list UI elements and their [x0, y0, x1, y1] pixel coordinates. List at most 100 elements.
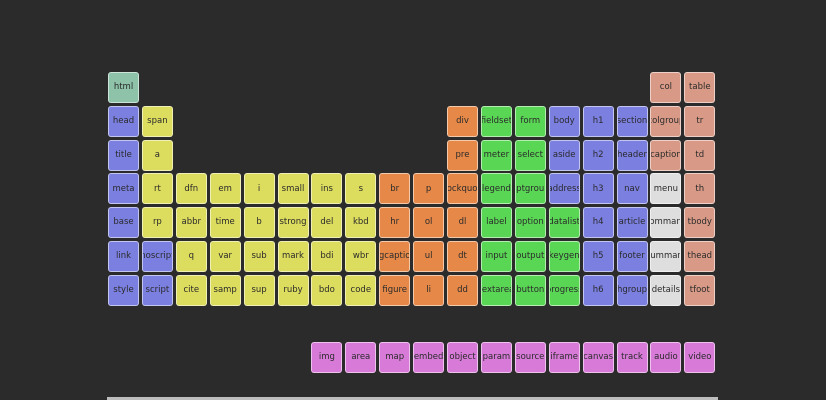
element-tile-noscript[interactable]: noscript — [141, 241, 173, 272]
element-tile-datalist[interactable]: datalist — [548, 207, 580, 239]
element-tile-sub[interactable]: sub — [243, 241, 275, 272]
element-tile-h4[interactable]: h4 — [582, 207, 614, 239]
element-tile-hr[interactable]: hr — [379, 207, 411, 239]
element-tile-cite[interactable]: cite — [175, 274, 207, 306]
element-tile-base[interactable]: base — [108, 207, 139, 239]
element-tile-i[interactable]: i — [243, 173, 275, 205]
element-tile-meta[interactable]: meta — [108, 173, 139, 205]
element-tile-colgroup[interactable]: colgroup — [650, 105, 682, 137]
element-tile-div[interactable]: div — [447, 105, 478, 137]
element-tile-script[interactable]: script — [141, 274, 173, 306]
element-tile-dfn[interactable]: dfn — [175, 173, 207, 205]
element-tile-table[interactable]: table — [684, 72, 716, 103]
element-tile-li[interactable]: li — [413, 274, 445, 306]
element-tile-option[interactable]: option — [514, 207, 546, 239]
element-tile-tr[interactable]: tr — [684, 105, 716, 137]
element-tile-footer[interactable]: footer — [616, 241, 648, 272]
element-tile-tfoot[interactable]: tfoot — [684, 274, 716, 306]
element-tile-aside[interactable]: aside — [548, 139, 580, 171]
element-tile-video[interactable]: video — [684, 342, 716, 373]
element-tile-canvas[interactable]: canvas — [582, 342, 614, 373]
element-tile-label[interactable]: label — [480, 207, 512, 239]
element-tile-code[interactable]: code — [345, 274, 377, 306]
element-tile-form[interactable]: form — [514, 105, 546, 137]
element-tile-hgroup[interactable]: hgroup — [616, 274, 648, 306]
element-tile-bdi[interactable]: bdi — [311, 241, 343, 272]
element-tile-article[interactable]: article — [616, 207, 648, 239]
element-tile-fieldset[interactable]: fieldset — [480, 105, 512, 137]
element-tile-nav[interactable]: nav — [616, 173, 648, 205]
element-tile-progress[interactable]: progress — [548, 274, 580, 306]
element-tile-ins[interactable]: ins — [311, 173, 343, 205]
element-tile-iframe[interactable]: iframe — [548, 342, 580, 373]
element-tile-var[interactable]: var — [209, 241, 241, 272]
element-tile-object[interactable]: object — [447, 342, 478, 373]
element-tile-body[interactable]: body — [548, 105, 580, 137]
element-tile-link[interactable]: link — [108, 241, 139, 272]
element-tile-a[interactable]: a — [141, 139, 173, 171]
element-tile-button[interactable]: button — [514, 274, 546, 306]
element-tile-mark[interactable]: mark — [277, 241, 309, 272]
element-tile-col[interactable]: col — [650, 72, 682, 103]
element-tile-summary[interactable]: summary — [650, 241, 682, 272]
element-tile-span[interactable]: span — [141, 105, 173, 137]
element-tile-s[interactable]: s — [345, 173, 377, 205]
element-tile-header[interactable]: header — [616, 139, 648, 171]
element-tile-th[interactable]: th — [684, 173, 716, 205]
element-tile-bdo[interactable]: bdo — [311, 274, 343, 306]
element-tile-sup[interactable]: sup — [243, 274, 275, 306]
element-tile-figcaption[interactable]: figcaption — [379, 241, 411, 272]
element-tile-style[interactable]: style — [108, 274, 139, 306]
element-tile-blockquote[interactable]: blockquote — [447, 173, 478, 205]
element-tile-details[interactable]: details — [650, 274, 682, 306]
element-tile-dt[interactable]: dt — [447, 241, 478, 272]
element-tile-h2[interactable]: h2 — [582, 139, 614, 171]
element-tile-track[interactable]: track — [616, 342, 648, 373]
element-tile-source[interactable]: source — [514, 342, 546, 373]
element-tile-dl[interactable]: dl — [447, 207, 478, 239]
element-tile-area[interactable]: area — [345, 342, 377, 373]
element-tile-pre[interactable]: pre — [447, 139, 478, 171]
element-tile-h1[interactable]: h1 — [582, 105, 614, 137]
element-tile-address[interactable]: address — [548, 173, 580, 205]
element-tile-rt[interactable]: rt — [141, 173, 173, 205]
element-tile-audio[interactable]: audio — [650, 342, 682, 373]
element-tile-td[interactable]: td — [684, 139, 716, 171]
element-tile-menu[interactable]: menu — [650, 173, 682, 205]
element-tile-time[interactable]: time — [209, 207, 241, 239]
element-tile-thead[interactable]: thead — [684, 241, 716, 272]
element-tile-meter[interactable]: meter — [480, 139, 512, 171]
element-tile-h3[interactable]: h3 — [582, 173, 614, 205]
element-tile-ruby[interactable]: ruby — [277, 274, 309, 306]
element-tile-em[interactable]: em — [209, 173, 241, 205]
element-tile-h5[interactable]: h5 — [582, 241, 614, 272]
element-tile-section[interactable]: section — [616, 105, 648, 137]
element-tile-h6[interactable]: h6 — [582, 274, 614, 306]
element-tile-wbr[interactable]: wbr — [345, 241, 377, 272]
element-tile-rp[interactable]: rp — [141, 207, 173, 239]
element-tile-b[interactable]: b — [243, 207, 275, 239]
element-tile-kbd[interactable]: kbd — [345, 207, 377, 239]
element-tile-strong[interactable]: strong — [277, 207, 309, 239]
element-tile-small[interactable]: small — [277, 173, 309, 205]
element-tile-br[interactable]: br — [379, 173, 411, 205]
element-tile-optgroup[interactable]: optgroup — [514, 173, 546, 205]
element-tile-dd[interactable]: dd — [447, 274, 478, 306]
element-tile-title[interactable]: title — [108, 139, 139, 171]
element-tile-command[interactable]: command — [650, 207, 682, 239]
element-tile-p[interactable]: p — [413, 173, 445, 205]
element-tile-ul[interactable]: ul — [413, 241, 445, 272]
element-tile-ol[interactable]: ol — [413, 207, 445, 239]
element-tile-tbody[interactable]: tbody — [684, 207, 716, 239]
element-tile-keygen[interactable]: keygen — [548, 241, 580, 272]
element-tile-figure[interactable]: figure — [379, 274, 411, 306]
element-tile-img[interactable]: img — [311, 342, 343, 373]
element-tile-select[interactable]: select — [514, 139, 546, 171]
element-tile-map[interactable]: map — [379, 342, 411, 373]
element-tile-param[interactable]: param — [480, 342, 512, 373]
element-tile-html[interactable]: html — [108, 72, 139, 103]
element-tile-q[interactable]: q — [175, 241, 207, 272]
element-tile-head[interactable]: head — [108, 105, 139, 137]
element-tile-input[interactable]: input — [480, 241, 512, 272]
element-tile-caption[interactable]: caption — [650, 139, 682, 171]
